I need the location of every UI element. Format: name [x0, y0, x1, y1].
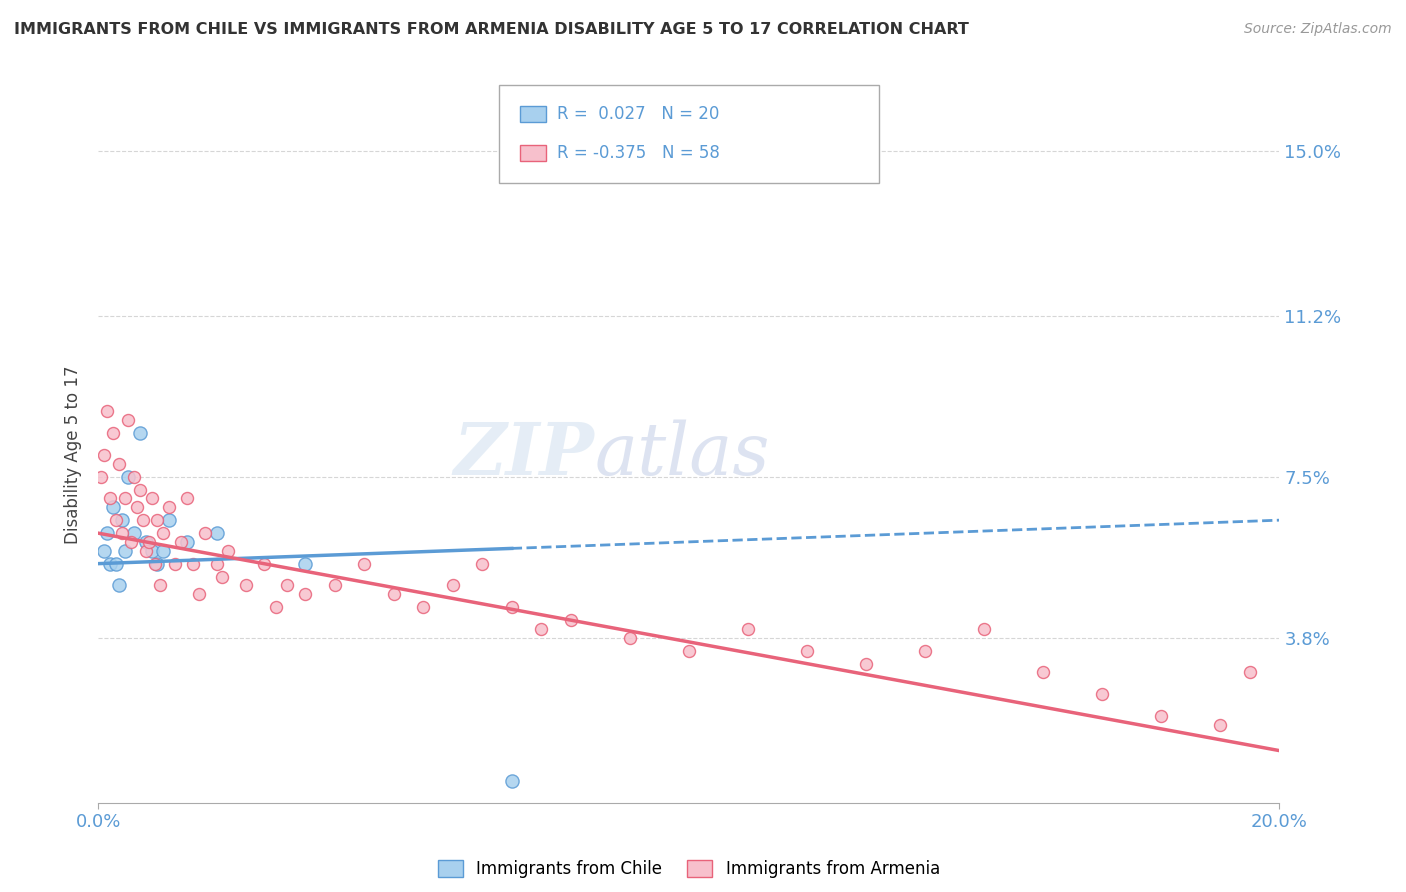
- Point: [471, 557, 494, 571]
- Point: [194, 526, 217, 541]
- Y-axis label: Disability Age 5 to 17: Disability Age 5 to 17: [65, 366, 83, 544]
- Point: [176, 535, 198, 549]
- Point: [105, 557, 128, 571]
- Point: [796, 643, 818, 657]
- Point: [501, 774, 523, 789]
- Point: [294, 587, 316, 601]
- Text: Source: ZipAtlas.com: Source: ZipAtlas.com: [1244, 22, 1392, 37]
- Point: [117, 413, 139, 427]
- Point: [1239, 665, 1261, 680]
- Point: [235, 578, 257, 592]
- Point: [914, 643, 936, 657]
- Text: IMMIGRANTS FROM CHILE VS IMMIGRANTS FROM ARMENIA DISABILITY AGE 5 TO 17 CORRELAT: IMMIGRANTS FROM CHILE VS IMMIGRANTS FROM…: [14, 22, 969, 37]
- Point: [973, 622, 995, 636]
- Point: [149, 578, 172, 592]
- Point: [114, 491, 136, 506]
- Point: [122, 526, 145, 541]
- Point: [294, 557, 316, 571]
- Point: [530, 622, 553, 636]
- Point: [111, 513, 134, 527]
- Point: [135, 535, 157, 549]
- Point: [146, 557, 169, 571]
- Point: [128, 483, 150, 497]
- Point: [1209, 717, 1232, 731]
- Point: [176, 491, 198, 506]
- Point: [108, 457, 131, 471]
- Point: [93, 448, 115, 462]
- Point: [98, 491, 121, 506]
- Point: [211, 570, 233, 584]
- Point: [187, 587, 209, 601]
- Point: [105, 513, 128, 527]
- Point: [143, 557, 166, 571]
- Point: [132, 513, 155, 527]
- Point: [264, 600, 287, 615]
- Point: [135, 543, 157, 558]
- Point: [146, 513, 169, 527]
- Point: [205, 526, 228, 541]
- Text: R =  0.027   N = 20: R = 0.027 N = 20: [557, 105, 718, 123]
- Point: [152, 543, 174, 558]
- Point: [96, 526, 118, 541]
- Point: [108, 578, 131, 592]
- Point: [98, 557, 121, 571]
- Point: [323, 578, 346, 592]
- Point: [501, 600, 523, 615]
- Point: [157, 513, 180, 527]
- Point: [181, 557, 204, 571]
- Point: [253, 557, 276, 571]
- Text: R = -0.375   N = 58: R = -0.375 N = 58: [557, 145, 720, 162]
- Point: [855, 657, 877, 671]
- Point: [170, 535, 193, 549]
- Point: [138, 535, 160, 549]
- Point: [1032, 665, 1054, 680]
- Point: [217, 543, 239, 558]
- Point: [117, 469, 139, 483]
- Legend: Immigrants from Chile, Immigrants from Armenia: Immigrants from Chile, Immigrants from A…: [432, 854, 946, 885]
- Point: [93, 543, 115, 558]
- Point: [128, 426, 150, 441]
- Point: [141, 543, 163, 558]
- Point: [120, 535, 142, 549]
- Point: [90, 469, 112, 483]
- Point: [1150, 708, 1173, 723]
- Point: [103, 500, 125, 514]
- Point: [353, 557, 375, 571]
- Point: [382, 587, 405, 601]
- Point: [441, 578, 464, 592]
- Point: [412, 600, 434, 615]
- Point: [560, 613, 582, 627]
- Point: [114, 543, 136, 558]
- Point: [619, 631, 641, 645]
- Point: [276, 578, 298, 592]
- Point: [1091, 687, 1114, 701]
- Text: atlas: atlas: [595, 419, 770, 491]
- Point: [111, 526, 134, 541]
- Point: [141, 491, 163, 506]
- Point: [103, 426, 125, 441]
- Point: [122, 469, 145, 483]
- Point: [205, 557, 228, 571]
- Point: [152, 526, 174, 541]
- Point: [165, 557, 187, 571]
- Point: [125, 500, 148, 514]
- Point: [737, 622, 759, 636]
- Point: [678, 643, 700, 657]
- Point: [96, 404, 118, 418]
- Text: ZIP: ZIP: [454, 419, 595, 491]
- Point: [157, 500, 180, 514]
